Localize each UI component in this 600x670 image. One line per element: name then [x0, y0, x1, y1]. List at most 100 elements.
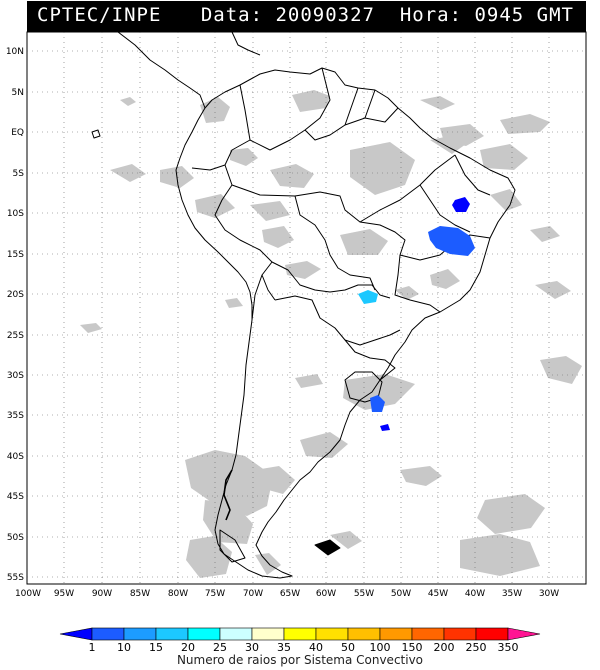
lon-label: 45W [428, 589, 448, 599]
cloud-patch [250, 201, 290, 221]
legend-value: 50 [341, 641, 355, 654]
border [454, 154, 491, 196]
lat-label: 25S [7, 331, 24, 341]
legend-swatch [59, 627, 93, 641]
cloud-patch [80, 323, 102, 333]
coastlines [91, 31, 516, 579]
cloud-patch [230, 148, 258, 166]
grid-lines [27, 32, 586, 584]
cloud-patch [500, 114, 550, 134]
legend-value: 35 [277, 641, 291, 654]
lon-label: 65W [280, 589, 300, 599]
lon-label: 35W [502, 589, 522, 599]
caribbean-coast [231, 31, 261, 56]
border [359, 154, 456, 223]
legend-swatch [315, 627, 349, 641]
lon-label: 75W [205, 589, 225, 599]
cloud-patch [225, 298, 243, 308]
cloud-patch [292, 90, 330, 112]
border [344, 339, 396, 381]
legend-value: 100 [370, 641, 391, 654]
lightning-cluster [452, 197, 470, 212]
lon-label: 55W [354, 589, 374, 599]
lon-label: 80W [168, 589, 188, 599]
legend-value: 15 [149, 641, 163, 654]
lightning-cluster [380, 424, 390, 431]
cloud-patch [120, 97, 136, 106]
longitude-labels: 100W 95W 90W 85W 80W 75W 70W 65W 60W 55W… [15, 589, 559, 599]
legend-color-bar [59, 627, 541, 641]
lat-label: 5N [12, 88, 24, 98]
lon-label: 40W [465, 589, 485, 599]
legend-swatch [187, 627, 221, 641]
legend-value: 40 [309, 641, 323, 654]
chile-fjords [223, 469, 233, 521]
lightning-cluster [370, 395, 385, 412]
cloud-patch [477, 494, 545, 534]
legend-swatch [507, 627, 541, 641]
legend-swatch [347, 627, 381, 641]
border [419, 184, 471, 233]
legend-value: 20 [181, 641, 195, 654]
border [214, 184, 276, 301]
lightning-clusters [358, 197, 475, 431]
lon-label: 50W [391, 589, 411, 599]
lon-label: 85W [130, 589, 150, 599]
legend-swatch [379, 627, 413, 641]
legend-swatch [155, 627, 189, 641]
border [191, 84, 251, 171]
cloud-patch [430, 269, 460, 289]
legend-value: 250 [466, 641, 487, 654]
cloud-patch [262, 226, 294, 248]
border [294, 195, 376, 291]
legend-swatch [91, 627, 125, 641]
border [251, 274, 263, 321]
cloud-layer [80, 90, 582, 578]
central-america-coast [117, 31, 206, 109]
cloud-patch [350, 142, 415, 195]
cloud-patch [535, 281, 571, 299]
lat-label: EQ [11, 128, 24, 138]
lon-label: 95W [54, 589, 74, 599]
legend-title: Numero de raios por Sistema Convectivo [176, 653, 424, 667]
border [394, 254, 441, 313]
legend-value: 10 [117, 641, 131, 654]
lat-label: 35S [7, 411, 24, 421]
cloud-patch [480, 144, 528, 170]
legend-swatch [283, 627, 317, 641]
legend-value: 25 [213, 641, 227, 654]
south-america-outline [175, 67, 516, 579]
lat-label: 45S [7, 492, 24, 502]
cloud-patch [420, 96, 455, 110]
lat-label: 10S [7, 209, 24, 219]
cloud-patch [255, 553, 281, 575]
cloud-patch [195, 194, 235, 218]
lon-label: 100W [15, 589, 41, 599]
cloud-patch [255, 466, 295, 494]
border [274, 295, 401, 346]
cloud-patch [400, 466, 442, 486]
cloud-patch [295, 374, 323, 388]
chile-islands [219, 529, 246, 563]
lat-label: 5S [13, 169, 25, 179]
uruguay [344, 371, 383, 403]
lat-label: 20S [7, 290, 24, 300]
legend-swatch [411, 627, 445, 641]
lon-label: 70W [243, 589, 263, 599]
border [364, 107, 399, 123]
legend-value: 1 [89, 641, 96, 654]
lon-label: 60W [316, 589, 336, 599]
border [224, 164, 406, 256]
lat-label: 15S [7, 250, 24, 260]
falkland-islands [314, 539, 341, 556]
legend-swatch [443, 627, 477, 641]
header-date-time: Data: 20090327 Hora: 0945 GMT [200, 4, 574, 26]
cloud-patch [330, 531, 362, 549]
lightning-cluster [428, 226, 475, 256]
legend-swatch [475, 627, 509, 641]
legend-value: 150 [402, 641, 423, 654]
header-source: CPTEC/INPE [37, 4, 162, 26]
lat-label: 30S [7, 371, 24, 381]
lat-label: 10N [6, 47, 24, 57]
